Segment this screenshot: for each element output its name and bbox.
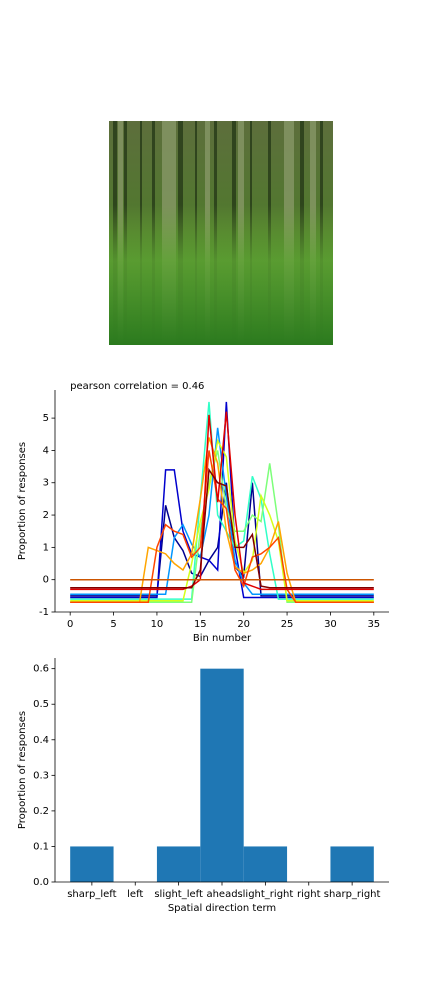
x-tick-label: 30 [324,619,337,630]
x-axis-label: Spatial direction term [168,903,276,914]
x-tick-label: sharp_right [324,889,381,900]
x-tick-label: 20 [237,619,250,630]
y-tick-label: 0.3 [33,770,49,781]
data-line [70,411,374,591]
data-line [70,450,374,604]
x-tick-label: 35 [367,619,380,630]
x-tick-label: left [127,889,143,900]
data-line [70,482,374,597]
y-tick-label: 0 [43,575,49,586]
y-tick-label: 1 [43,542,49,553]
x-tick-label: 25 [281,619,294,630]
y-tick-label: -1 [39,607,49,618]
bar [200,668,244,882]
x-tick-label: 10 [151,619,164,630]
y-tick-label: 0.0 [33,877,49,888]
y-axis-label: Proportion of responses [17,442,28,560]
data-line [70,467,374,589]
bar [156,846,201,882]
x-tick-label: slight_right [237,889,293,900]
chart: 0 5 10 15 20 25 30 35 -1 0 1 2 3 4 5 pearson correlatio… [17,381,389,644]
y-tick-label: 3 [43,478,49,489]
y-tick-label: 0.4 [33,735,49,746]
photo [109,121,333,345]
data-line [70,438,374,602]
data-line [70,401,374,600]
y-tick-label: 5 [43,413,49,424]
x-tick-label: ahead [206,889,237,900]
y-tick-label: 0.1 [33,841,49,852]
x-tick-label: right [297,889,321,900]
chart: sharp_left left slight_left ahead slight_rig… [17,658,389,914]
x-tick-label: 0 [67,619,73,630]
x-tick-label: 5 [110,619,116,630]
bar [243,846,288,882]
y-axis-label: Proportion of responses [17,711,28,829]
y-tick-label: 2 [43,510,49,521]
y-tick-label: 4 [43,445,49,456]
y-tick-label: 0.2 [33,806,49,817]
chart-title: pearson correlation = 0.46 [70,381,204,392]
data-line [70,401,374,599]
x-axis-label: Bin number [193,633,252,644]
y-tick-label: 0.5 [33,699,49,710]
bar [70,846,114,882]
x-tick-label: sharp_left [67,889,116,900]
x-tick-label: 15 [194,619,207,630]
x-tick-label: slight_left [154,889,203,900]
bar [330,846,374,882]
y-tick-label: 0.6 [33,664,49,675]
